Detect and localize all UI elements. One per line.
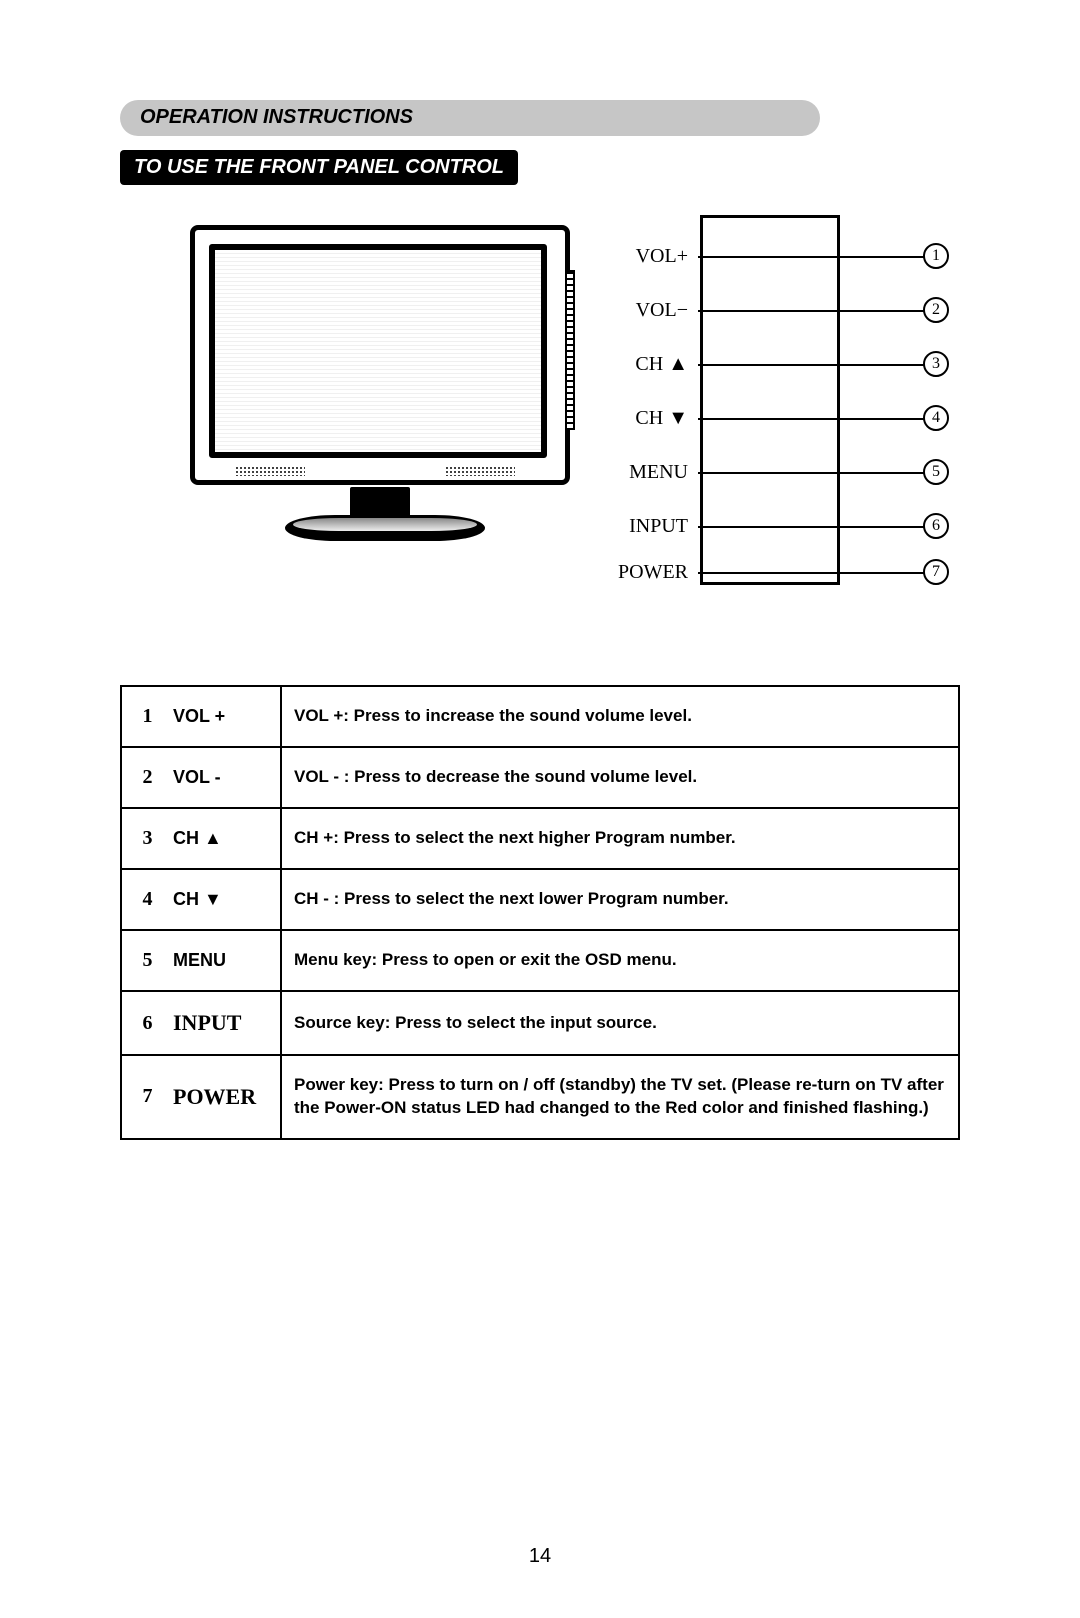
- callout-number-circle: 7: [923, 559, 949, 585]
- callout-leader-line: [698, 526, 927, 528]
- row-control-label: VOL -: [161, 747, 281, 808]
- callout-label: CH ▼: [631, 407, 692, 430]
- callout-leader-line: [698, 418, 927, 420]
- table-row: 2VOL -VOL - : Press to decrease the soun…: [121, 747, 959, 808]
- callout-row: POWER7: [703, 552, 837, 592]
- subsection-title: TO USE THE FRONT PANEL CONTROL: [120, 150, 518, 185]
- row-number: 5: [121, 930, 161, 991]
- callout-row: MENU5: [703, 452, 837, 492]
- callout-label: CH ▲: [631, 353, 692, 376]
- table-row: 3CH ▲CH +: Press to select the next high…: [121, 808, 959, 869]
- callout-row: VOL+1: [703, 236, 837, 276]
- callout-label: VOL+: [632, 245, 692, 268]
- callout-number-circle: 3: [923, 351, 949, 377]
- callout-leader-line: [698, 310, 927, 312]
- callout-label: POWER: [614, 561, 692, 584]
- tv-screen: [209, 244, 547, 458]
- row-description: CH +: Press to select the next higher Pr…: [281, 808, 959, 869]
- tv-illustration: [190, 225, 610, 595]
- row-number: 7: [121, 1055, 161, 1139]
- table-row: 7POWERPower key: Press to turn on / off …: [121, 1055, 959, 1139]
- callout-row: CH ▼4: [703, 398, 837, 438]
- callout-number-circle: 6: [923, 513, 949, 539]
- callout-leader-line: [698, 364, 927, 366]
- row-description: VOL - : Press to decrease the sound volu…: [281, 747, 959, 808]
- tv-speaker-left: [235, 466, 305, 476]
- callout-number-circle: 2: [923, 297, 949, 323]
- row-control-label: POWER: [161, 1055, 281, 1139]
- controls-table: 1VOL +VOL +: Press to increase the sound…: [120, 685, 960, 1140]
- callout-leader-line: [698, 572, 927, 574]
- row-number: 3: [121, 808, 161, 869]
- manual-page: OPERATION INSTRUCTIONS TO USE THE FRONT …: [0, 0, 1080, 1618]
- row-control-label: VOL +: [161, 686, 281, 747]
- callout-number-circle: 1: [923, 243, 949, 269]
- row-description: Menu key: Press to open or exit the OSD …: [281, 930, 959, 991]
- callout-leader-line: [698, 472, 927, 474]
- row-number: 4: [121, 869, 161, 930]
- row-number: 2: [121, 747, 161, 808]
- row-number: 6: [121, 991, 161, 1055]
- table-row: 4CH ▼CH - : Press to select the next low…: [121, 869, 959, 930]
- row-number: 1: [121, 686, 161, 747]
- row-control-label: CH ▲: [161, 808, 281, 869]
- callout-label: INPUT: [625, 515, 692, 538]
- callout-label: MENU: [625, 461, 692, 484]
- tv-stand-neck: [350, 487, 410, 517]
- callout-number-circle: 4: [923, 405, 949, 431]
- callout-number-circle: 5: [923, 459, 949, 485]
- row-control-label: INPUT: [161, 991, 281, 1055]
- table-row: 5MENUMenu key: Press to open or exit the…: [121, 930, 959, 991]
- table-row: 1VOL +VOL +: Press to increase the sound…: [121, 686, 959, 747]
- row-description: CH - : Press to select the next lower Pr…: [281, 869, 959, 930]
- callout-label: VOL−: [632, 299, 692, 322]
- callout-row: INPUT6: [703, 506, 837, 546]
- section-title: OPERATION INSTRUCTIONS: [140, 106, 413, 129]
- tv-body: [190, 225, 570, 485]
- table-row: 6INPUTSource key: Press to select the in…: [121, 991, 959, 1055]
- row-description: VOL +: Press to increase the sound volum…: [281, 686, 959, 747]
- tv-side-buttons: [565, 270, 575, 430]
- callout-box: VOL+1VOL−2CH ▲3CH ▼4MENU5INPUT6POWER7: [700, 215, 840, 585]
- diagram-area: VOL+1VOL−2CH ▲3CH ▼4MENU5INPUT6POWER7: [120, 215, 960, 645]
- callout-row: CH ▲3: [703, 344, 837, 384]
- row-control-label: MENU: [161, 930, 281, 991]
- section-header-bar: OPERATION INSTRUCTIONS: [120, 100, 820, 136]
- callout-row: VOL−2: [703, 290, 837, 330]
- row-description: Power key: Press to turn on / off (stand…: [281, 1055, 959, 1139]
- row-control-label: CH ▼: [161, 869, 281, 930]
- callout-leader-line: [698, 256, 927, 258]
- tv-stand-base: [285, 515, 485, 541]
- tv-speaker-right: [445, 466, 515, 476]
- row-description: Source key: Press to select the input so…: [281, 991, 959, 1055]
- page-number: 14: [0, 1545, 1080, 1568]
